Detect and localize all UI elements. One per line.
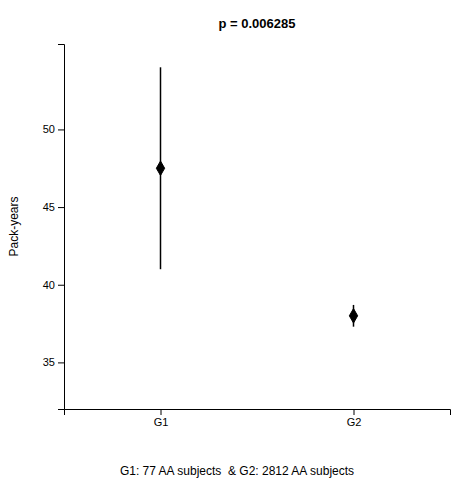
y-tick-mark [58, 285, 64, 286]
y-tick-label: 45 [43, 201, 55, 213]
marks [156, 67, 357, 326]
chart: 35 40 45 50 G1 G2 p = 0.006285 Pack-years G1: 77… [0, 0, 474, 487]
y-tick-label: 35 [43, 356, 55, 368]
y-tick-label: 40 [43, 279, 55, 291]
x-tick: G1 [154, 409, 169, 428]
x-axis: G1 G2 [65, 409, 451, 428]
y-axis-line [58, 45, 65, 410]
y-tick: 40 [43, 279, 64, 291]
x-tick: G2 [347, 409, 362, 428]
y-tick-mark [58, 362, 64, 363]
y-tick-mark [58, 207, 64, 208]
plot-area: 35 40 45 50 G1 G2 [43, 45, 451, 428]
y-axis-title: Pack-years [7, 196, 21, 256]
y-tick: 50 [43, 123, 64, 135]
x-axis-title: G1: 77 AA subjects & G2: 2812 AA subject… [120, 464, 354, 478]
y-tick: 45 [43, 201, 64, 213]
x-tick-mark [354, 409, 355, 415]
mean-marker [156, 161, 164, 175]
y-tick-label: 50 [43, 123, 55, 135]
x-tick-mark [161, 409, 162, 415]
y-axis: 35 40 45 50 [43, 45, 65, 410]
x-tick-label: G1 [154, 416, 169, 428]
y-tick: 35 [43, 356, 64, 368]
title: p = 0.006285 [219, 16, 296, 31]
x-axis-line [65, 410, 451, 416]
mean-marker [349, 309, 357, 323]
x-tick-label: G2 [347, 416, 362, 428]
y-tick-mark [58, 129, 64, 130]
